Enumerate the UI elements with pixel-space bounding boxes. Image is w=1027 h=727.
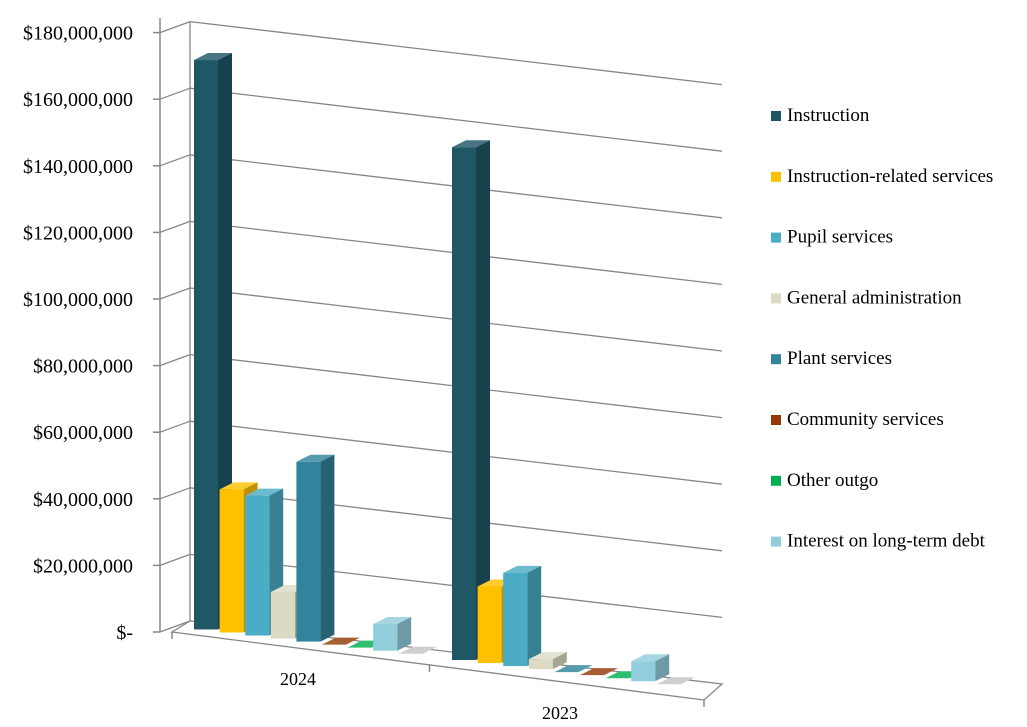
bar [503, 565, 542, 667]
legend-label: Community services [787, 409, 944, 430]
y-tick-label: $100,000,000 [23, 289, 133, 311]
x-tick-label: 2024 [280, 669, 316, 689]
bar-front [477, 586, 502, 664]
legend-label: Interest on long-term debt [787, 531, 986, 552]
gridline-connector [159, 420, 191, 433]
legend-item: Instruction-related services [771, 166, 993, 187]
gridline-connector [159, 220, 191, 234]
bar-front [631, 661, 656, 682]
legend-item: General administration [771, 287, 962, 308]
bar-top [503, 565, 542, 573]
legend-swatch [771, 171, 781, 182]
bar-side [552, 652, 567, 670]
y-tick-label: $140,000,000 [23, 156, 133, 178]
bar-top [452, 140, 490, 148]
bar-front [219, 489, 244, 633]
bar-top [528, 652, 567, 660]
y-tick-label: $160,000,000 [23, 89, 133, 111]
legend-label: Instruction-related services [787, 166, 993, 187]
bars [194, 53, 695, 685]
bar [656, 677, 695, 685]
bar [296, 454, 335, 642]
y-tick-label: $20,000,000 [33, 555, 133, 577]
bar-top [631, 654, 670, 662]
legend-swatch [771, 232, 781, 243]
bar-front [452, 147, 476, 661]
bar-front [270, 591, 295, 639]
bar [631, 654, 670, 682]
legend-label: Plant services [787, 348, 892, 369]
legend-swatch [771, 415, 781, 425]
gridline-connector [159, 487, 191, 500]
bar-side [655, 654, 670, 682]
legend-swatch [771, 111, 781, 121]
y-axis-tick-labels: $- $20,000,000 $40,000,000 $60,000,000 $80,0… [23, 23, 133, 644]
x-axis-tick-labels: 2024 2023 [280, 669, 578, 723]
bar [554, 665, 593, 673]
legend-item: Interest on long-term debt [771, 531, 986, 552]
gridline-connector [159, 287, 191, 300]
bar-top [373, 617, 412, 625]
y-tick-label: $180,000,000 [23, 23, 133, 45]
bar-top [322, 637, 360, 645]
bar [398, 646, 437, 654]
legend-item: Community services [771, 409, 944, 430]
y-tick-label: $40,000,000 [33, 489, 133, 511]
bar [322, 637, 360, 645]
bar-top [219, 482, 258, 490]
bar [452, 140, 490, 661]
legend-label: Instruction [787, 105, 870, 126]
bar-top [245, 488, 284, 496]
bar-top [194, 53, 232, 61]
bar [373, 617, 412, 651]
legend-item: Other outgo [771, 470, 878, 491]
gridline-connector [159, 20, 191, 34]
gridline-connector [159, 553, 191, 567]
legend-swatch [771, 475, 781, 486]
gridline-connector [159, 154, 191, 167]
legend-label: Pupil services [787, 227, 893, 248]
bar-top [398, 646, 437, 654]
bar [580, 668, 618, 676]
legend-swatch [771, 293, 781, 304]
legend-item: Plant services [771, 348, 892, 369]
legend-label: Other outgo [787, 470, 878, 491]
legend-swatch [771, 536, 781, 547]
bar-front [194, 60, 218, 630]
y-tick-label: $80,000,000 [33, 356, 133, 378]
bar [528, 652, 567, 670]
bar-side [397, 617, 412, 651]
y-tick-label: $60,000,000 [33, 422, 133, 444]
y-tick-label: $120,000,000 [23, 222, 133, 244]
gridline [189, 20, 723, 86]
bar-top [656, 677, 695, 685]
legend-swatch [771, 354, 781, 365]
gridline [189, 87, 723, 152]
gridline-connector [159, 620, 191, 633]
bar-side [320, 454, 335, 642]
bar [194, 53, 232, 630]
legend-label: General administration [787, 287, 962, 308]
bar-top [554, 665, 593, 673]
bar-side [527, 565, 542, 667]
bar-front [528, 659, 553, 670]
bar-front [245, 495, 270, 636]
bar-front [373, 624, 398, 651]
bar-front [296, 461, 321, 642]
bar-top [580, 668, 618, 676]
legend-item: Instruction [771, 105, 870, 126]
bar-front [503, 572, 528, 667]
gridline-connector [159, 353, 191, 367]
y-tick-label: $- [116, 622, 133, 644]
bar-top [296, 454, 335, 462]
legend: Instruction Instruction-related services P… [771, 105, 993, 552]
gridline-connector [159, 87, 191, 100]
axes [153, 18, 705, 707]
legend-item: Pupil services [771, 227, 893, 248]
x-tick-label: 2023 [542, 703, 578, 723]
bar-side [476, 140, 490, 661]
